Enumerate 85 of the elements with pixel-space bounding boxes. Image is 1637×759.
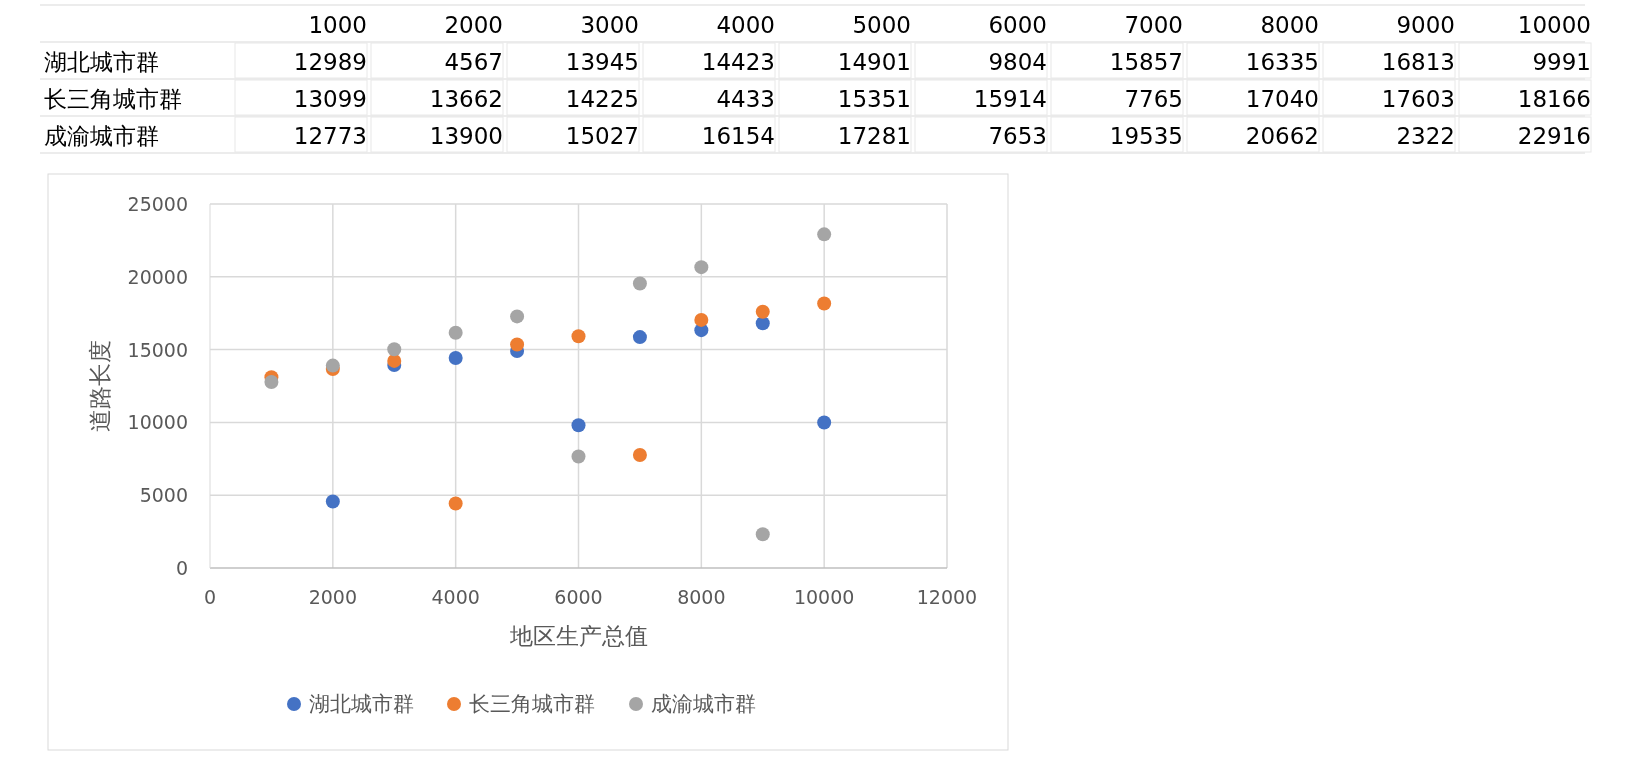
data-label: 17603: [1381, 86, 1455, 112]
point: [448, 496, 463, 511]
point: [755, 304, 770, 319]
x-tick-label: 9000: [1396, 12, 1455, 38]
x-tick-label: 10000: [793, 586, 855, 608]
y-tick-label: 成渝城市群: [44, 123, 159, 149]
x-tick-label: 0: [203, 586, 217, 608]
point: [817, 227, 832, 242]
y-tick-label: 0: [175, 557, 188, 579]
point: [755, 316, 770, 331]
data-label: 4567: [444, 49, 503, 75]
data-label: 19535: [1109, 123, 1183, 149]
point: [387, 342, 402, 357]
point: [694, 312, 709, 327]
y-tick-label: 15000: [127, 338, 188, 361]
x-tick-label: 4000: [716, 12, 775, 38]
data-label: 9991: [1532, 49, 1591, 75]
point: [817, 296, 832, 311]
data-label: 14901: [837, 49, 911, 75]
data-label: 9804: [988, 49, 1047, 75]
point: [632, 447, 647, 462]
legend-label: 长三角城市群: [469, 692, 595, 716]
point: [264, 375, 279, 390]
data-label: 13099: [293, 86, 367, 112]
point: [325, 494, 340, 509]
legend-label: 湖北城市群: [309, 692, 414, 716]
x-tick-label: 1000: [308, 12, 367, 38]
point: [694, 260, 709, 275]
x-tick-label: 8000: [1260, 12, 1319, 38]
x-tick-label: 12000: [916, 586, 978, 608]
data-label: 12989: [293, 49, 367, 75]
point: [817, 415, 832, 430]
data-label: 4433: [716, 86, 775, 112]
y-axis-title: 道路长度: [87, 340, 113, 432]
data-label: 15027: [565, 123, 639, 149]
x-tick-label: 8000: [677, 586, 726, 608]
y-tick-label: 25000: [127, 193, 188, 215]
data-label: 13662: [429, 86, 503, 112]
y-tick-label: 20000: [127, 265, 188, 288]
point: [448, 325, 463, 340]
x-tick-label: 4000: [431, 586, 480, 608]
x-tick-label: 10000: [1517, 12, 1591, 38]
data-label: 14225: [565, 86, 639, 112]
data-label: 15914: [973, 86, 1047, 112]
data-label: 7653: [988, 123, 1047, 149]
y-tick-label: 湖北城市群: [44, 49, 159, 75]
point: [571, 329, 586, 344]
data-label: 20662: [1245, 123, 1319, 149]
data-label: 13945: [565, 49, 639, 75]
x-tick-label: 6000: [988, 12, 1047, 38]
data-label: 13900: [429, 123, 503, 149]
data-label: 12773: [293, 123, 367, 149]
data-label: 16813: [1381, 49, 1455, 75]
x-tick-label: 2000: [308, 586, 358, 608]
data-label: 15857: [1109, 49, 1183, 75]
data-label: 15351: [837, 86, 911, 112]
point: [448, 351, 463, 365]
data-label: 7765: [1124, 86, 1183, 112]
point: [632, 330, 647, 345]
x-tick-label: 3000: [580, 12, 639, 38]
point: [510, 337, 525, 352]
data-label: 16335: [1245, 49, 1319, 75]
data-label: 17040: [1245, 86, 1319, 112]
data-label: 16154: [701, 123, 775, 149]
y-tick-label: 10000: [127, 411, 188, 434]
point: [325, 358, 340, 373]
data-label: 2322: [1396, 123, 1455, 149]
data-label: 22916: [1517, 123, 1591, 149]
point: [632, 276, 647, 291]
point: [510, 309, 525, 324]
point: [755, 527, 770, 542]
data-label: 18166: [1517, 86, 1591, 112]
legend-label: 成渝城市群: [651, 692, 756, 716]
point: [387, 353, 402, 368]
y-tick-label: 5000: [139, 484, 188, 507]
point: [571, 449, 586, 464]
x-tick-label: 6000: [554, 586, 603, 608]
x-tick-label: 5000: [852, 12, 911, 38]
x-axis-title: 地区生产总值: [508, 623, 648, 649]
x-tick-label: 7000: [1124, 12, 1183, 38]
data-label: 17281: [837, 123, 911, 149]
data-label: 14423: [701, 49, 775, 75]
y-tick-label: 长三角城市群: [44, 86, 182, 112]
x-tick-label: 2000: [444, 12, 503, 38]
point: [571, 418, 586, 433]
